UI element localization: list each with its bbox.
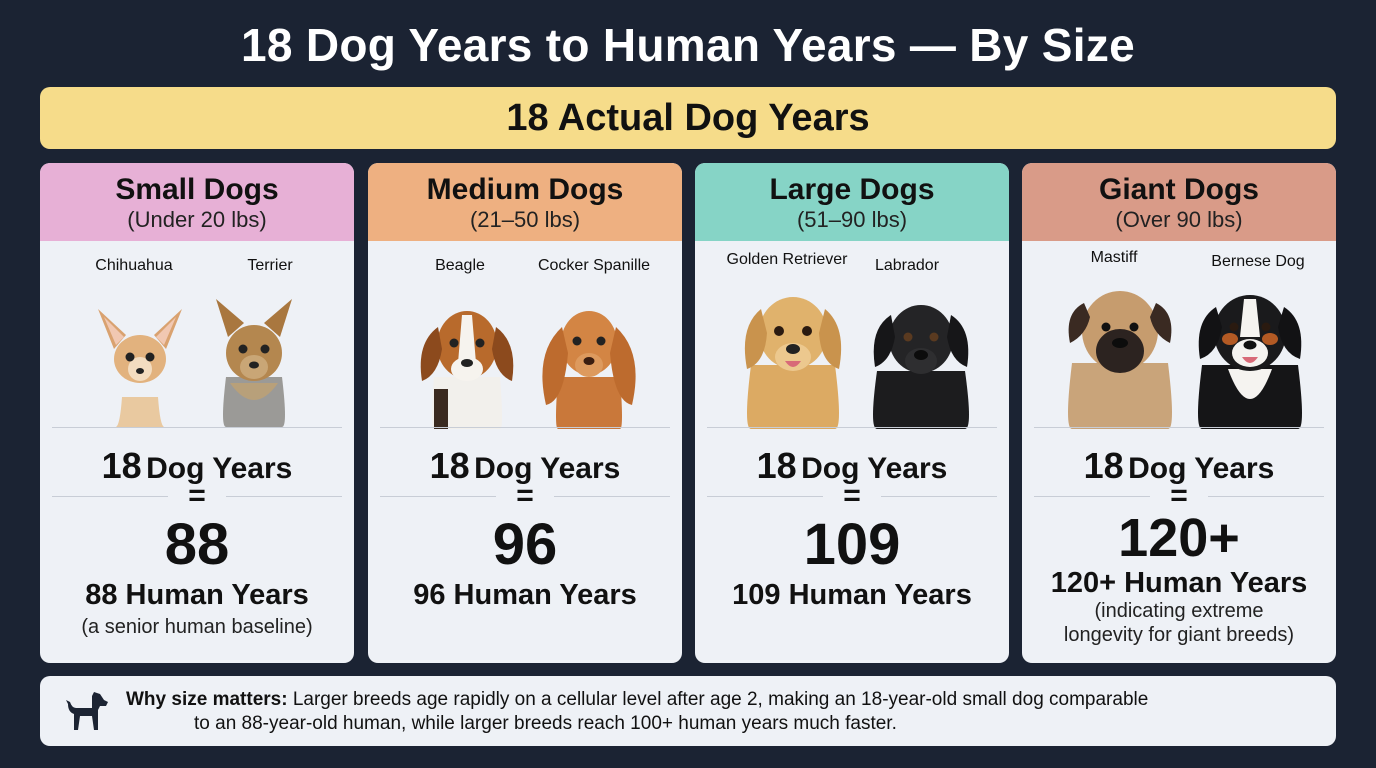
breed-images: Golden Retriever Labrador <box>695 241 1009 431</box>
breed-images: Chihuahua Terrier <box>40 241 354 431</box>
terrier-image <box>216 299 292 427</box>
card-large-dogs: Large Dogs (51–90 lbs) Golden Retriever … <box>695 163 1009 663</box>
divider <box>380 427 670 428</box>
human-years-label: 88 Human Years <box>85 579 309 611</box>
golden-retriever-image <box>744 297 842 429</box>
labrador-image <box>873 305 969 429</box>
card-small-dogs: Small Dogs (Under 20 lbs) Chihuahua Terr… <box>40 163 354 663</box>
breed-label: Beagle <box>435 257 485 274</box>
equals-row: = <box>707 479 997 512</box>
human-years-label: 96 Human Years <box>413 579 637 611</box>
card-title: Giant Dogs <box>1098 173 1259 206</box>
card-header: Medium Dogs (21–50 lbs) <box>368 163 682 241</box>
divider <box>52 427 342 428</box>
equals-sign: = <box>843 479 861 512</box>
card-header: Giant Dogs (Over 90 lbs) <box>1022 163 1336 241</box>
card-title: Large Dogs <box>769 173 935 206</box>
weight-range: (Over 90 lbs) <box>1115 207 1243 232</box>
human-years-label: 120+ Human Years <box>1050 567 1308 599</box>
weight-range: (Under 20 lbs) <box>127 207 267 232</box>
equals-row: = <box>1034 479 1324 512</box>
dog-years-line: 18 Dog Years <box>101 445 293 486</box>
card-header: Large Dogs (51–90 lbs) <box>695 163 1009 241</box>
card-header: Small Dogs (Under 20 lbs) <box>40 163 354 241</box>
human-years-note: (indicating extreme longevity for giant … <box>1063 600 1295 646</box>
card-title: Small Dogs <box>115 173 279 206</box>
breed-label: Labrador <box>874 257 940 274</box>
divider <box>707 427 997 428</box>
human-years-number: 96 <box>492 512 558 577</box>
dog-years-banner: 18 Actual Dog Years <box>40 87 1336 149</box>
card-medium-dogs: Medium Dogs (21–50 lbs) Beagle Cocker Sp… <box>368 163 682 663</box>
breed-label: Chihuahua <box>95 257 173 274</box>
card-title: Medium Dogs <box>426 173 624 206</box>
human-years-number: 120+ <box>1118 508 1240 568</box>
bernese-dog-image <box>1198 295 1302 429</box>
human-years-number: 109 <box>803 512 901 577</box>
breed-label: Bernese Dog <box>1211 253 1305 270</box>
info-footer: Why size matters: Larger breeds age rapi… <box>40 676 1336 746</box>
equals-row: = <box>52 479 342 512</box>
page-title: 18 Dog Years to Human Years — By Size <box>240 19 1136 71</box>
dog-years-line: 18 Dog Years <box>756 445 948 486</box>
equals-sign: = <box>1170 479 1188 512</box>
beagle-image <box>420 311 514 429</box>
human-years-number: 88 <box>164 512 230 577</box>
weight-range: (51–90 lbs) <box>796 207 908 232</box>
human-years-label: 109 Human Years <box>732 579 972 611</box>
dog-years-line: 18 Dog Years <box>1083 445 1275 486</box>
breed-label: Terrier <box>247 257 293 274</box>
chihuahua-image <box>98 309 182 427</box>
breed-images: Beagle Cocker Spanille <box>368 241 682 431</box>
dog-years-line: 18 Dog Years <box>429 445 621 486</box>
breed-label: Mastiff <box>1090 249 1138 266</box>
footer-text: Why size matters: Larger breeds age rapi… <box>126 689 1149 734</box>
equals-sign: = <box>188 479 206 512</box>
mastiff-image <box>1068 291 1172 429</box>
breed-label: Cocker Spanille <box>537 257 651 274</box>
breed-label: Golden Retriever <box>726 251 848 268</box>
equals-sign: = <box>516 479 534 512</box>
weight-range: (21–50 lbs) <box>469 207 581 232</box>
divider <box>1034 427 1324 428</box>
card-giant-dogs: Giant Dogs (Over 90 lbs) Mastiff Bernese… <box>1022 163 1336 663</box>
human-years-note: (a senior human baseline) <box>81 616 313 638</box>
cocker-spaniel-image <box>542 311 636 429</box>
dog-silhouette-icon <box>66 692 108 730</box>
breed-images: Mastiff Bernese Dog <box>1022 241 1336 431</box>
equals-row: = <box>380 479 670 512</box>
